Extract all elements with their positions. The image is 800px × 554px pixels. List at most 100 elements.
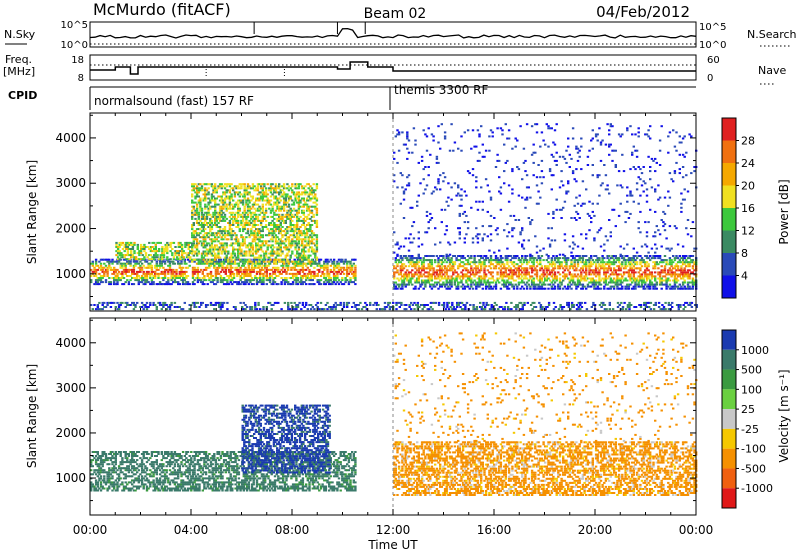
data-cell [218, 205, 222, 208]
data-cell [230, 195, 233, 198]
data-cell [241, 260, 245, 263]
data-cell [268, 260, 271, 263]
data-cell [315, 244, 319, 247]
data-cell [332, 262, 336, 265]
data-cell [248, 185, 251, 188]
data-cell [220, 246, 223, 249]
data-cell [235, 226, 238, 228]
data-cell [207, 250, 210, 253]
data-cell [279, 209, 282, 212]
data-cell [305, 232, 309, 235]
data-cell [180, 270, 183, 273]
data-cell [248, 236, 251, 239]
data-cell [267, 268, 270, 271]
data-cell [108, 266, 111, 269]
data-cell [127, 262, 131, 265]
data-cell [241, 219, 245, 222]
data-cell [222, 283, 226, 286]
data-cell [192, 254, 195, 257]
data-cell [183, 260, 186, 263]
data-cell [243, 262, 246, 265]
data-cell [394, 267, 397, 270]
data-cell [644, 281, 647, 284]
data-cell [255, 260, 258, 263]
data-cell [460, 281, 463, 284]
data-cell [223, 228, 227, 231]
data-cell [262, 275, 265, 277]
data-cell [417, 279, 420, 282]
data-cell [308, 272, 311, 275]
data-cell [126, 275, 129, 277]
data-cell [240, 213, 243, 216]
data-cell [198, 270, 201, 273]
summary-panels: N.Sky 10^5 10^0 10^5 10^0 N.Search Freq.… [3, 20, 797, 110]
data-cell [256, 199, 260, 202]
data-cell [346, 262, 349, 265]
data-cell [663, 269, 667, 272]
data-cell [407, 275, 411, 278]
data-cell [266, 234, 269, 237]
data-cell [306, 275, 309, 277]
data-cell [274, 238, 278, 241]
data-cell [266, 246, 269, 249]
data-cell [432, 135, 435, 138]
data-cell [352, 272, 355, 275]
data-cell [334, 275, 337, 277]
data-cell [99, 277, 103, 279]
data-cell [222, 244, 225, 247]
data-cell [172, 256, 176, 259]
data-cell [286, 254, 289, 257]
data-cell [606, 277, 609, 280]
data-cell [267, 258, 270, 261]
data-cell [565, 275, 568, 278]
data-cell [314, 275, 318, 277]
data-cell [580, 271, 583, 274]
data-cell [324, 264, 328, 267]
data-cell [243, 191, 246, 194]
data-cell [567, 283, 570, 286]
data-cell [504, 283, 507, 286]
data-cell [323, 262, 326, 265]
data-cell [237, 268, 241, 271]
data-cell [205, 236, 209, 239]
data-cell [315, 262, 319, 265]
data-cell [228, 189, 232, 192]
data-cell [326, 275, 329, 277]
nsky-trace [89, 22, 697, 45]
data-cell [191, 266, 195, 269]
data-cell [137, 283, 140, 286]
data-cell [234, 266, 237, 269]
data-cell [326, 262, 329, 265]
data-cell [126, 246, 130, 248]
data-cell [212, 215, 215, 218]
data-cell [232, 189, 235, 192]
data-cell [220, 209, 223, 212]
cpid-segment-1: normalsound (fast) 157 RF [94, 94, 254, 108]
data-cell [209, 238, 212, 241]
data-cell [650, 271, 654, 274]
data-cell [287, 205, 291, 208]
data-cell [191, 248, 194, 251]
data-cell [558, 273, 562, 276]
data-cell [195, 185, 199, 188]
data-cell [315, 236, 319, 239]
data-cell [494, 283, 498, 286]
data-cell [259, 230, 263, 233]
data-cell [258, 240, 261, 243]
data-cell [411, 151, 414, 154]
data-cell [225, 205, 228, 208]
data-cell [307, 183, 310, 186]
data-cell [214, 191, 217, 194]
data-cell [397, 247, 401, 250]
data-cell [171, 241, 174, 244]
data-cell [240, 219, 243, 222]
data-cell [452, 267, 455, 270]
data-cell [619, 269, 622, 272]
data-cell [101, 266, 104, 269]
data-cell [209, 252, 212, 255]
data-cell [448, 287, 452, 290]
data-cell [612, 285, 616, 288]
data-cell [571, 255, 575, 257]
data-cell [585, 269, 588, 272]
data-cell [144, 283, 147, 286]
